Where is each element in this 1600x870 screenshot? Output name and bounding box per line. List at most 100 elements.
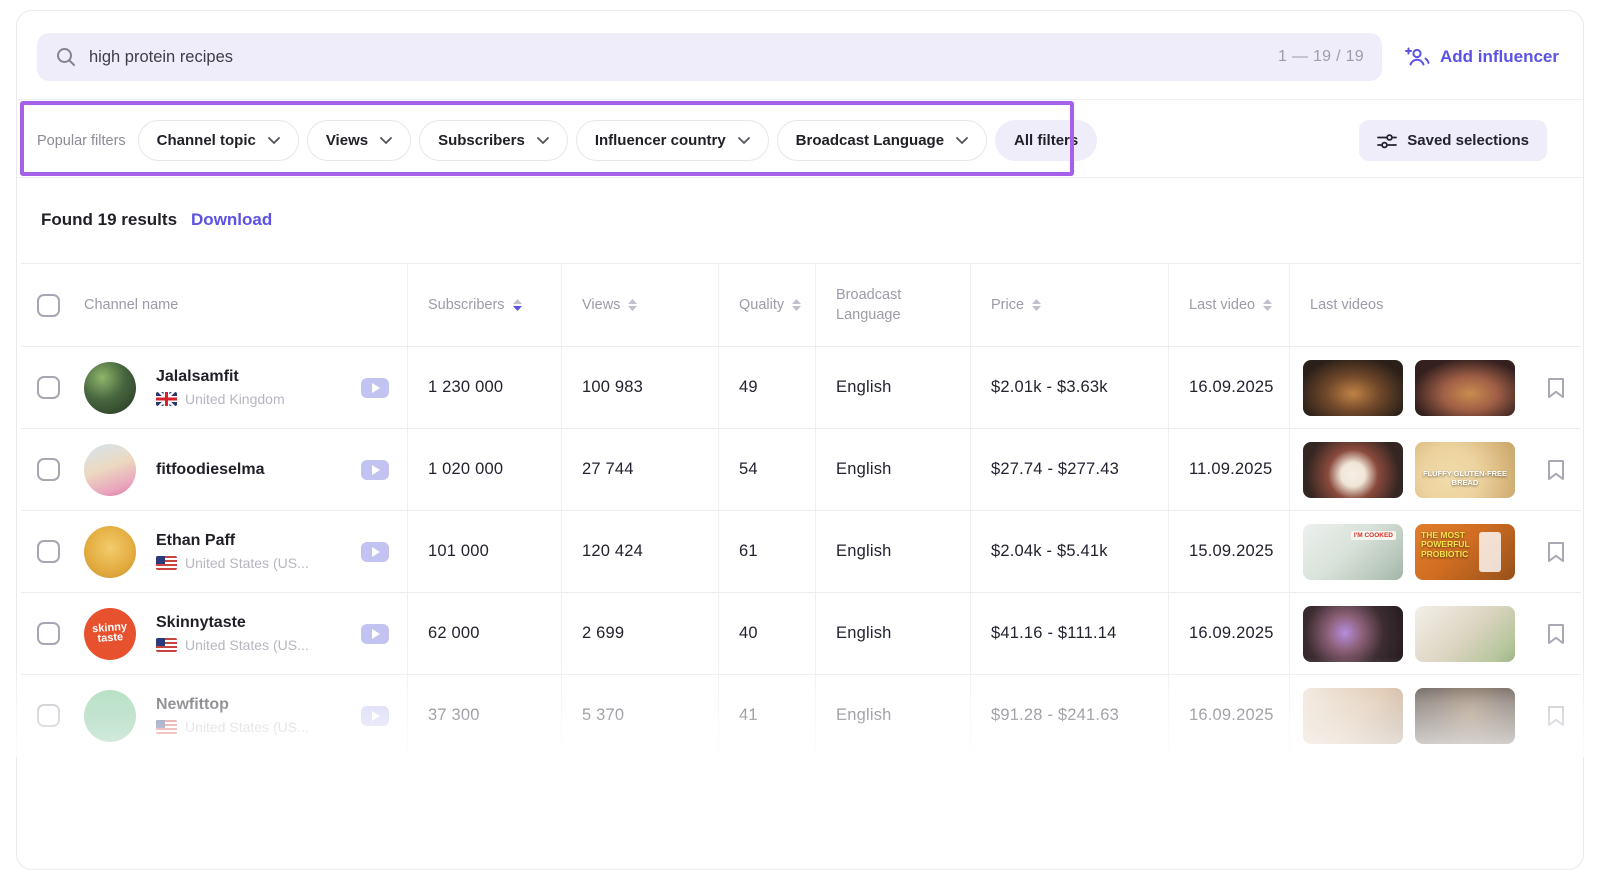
video-thumbnail[interactable]: I'M COOKED xyxy=(1303,524,1403,580)
video-thumbnail[interactable] xyxy=(1303,606,1403,662)
table-row: Newfittop United States (US... 37 300 5 … xyxy=(21,674,1581,756)
row-checkbox[interactable] xyxy=(37,622,60,645)
channel-avatar[interactable] xyxy=(84,690,136,742)
channel-avatar[interactable] xyxy=(84,362,136,414)
video-thumbnail[interactable] xyxy=(1303,688,1403,744)
header-subscribers[interactable]: Subscribers xyxy=(407,264,561,346)
header-price[interactable]: Price xyxy=(970,264,1168,346)
sort-icon-quality[interactable] xyxy=(792,299,801,311)
price-value: $27.74 - $277.43 xyxy=(970,429,1168,510)
filterbar-divider xyxy=(17,177,1583,178)
channel-avatar[interactable]: skinny taste xyxy=(84,608,136,660)
sort-icon-subscribers[interactable] xyxy=(513,299,522,311)
country-flag-icon xyxy=(156,638,177,652)
download-link[interactable]: Download xyxy=(191,210,272,230)
quality-value: 61 xyxy=(718,511,815,592)
add-influencer-button[interactable]: Add influencer xyxy=(1404,46,1559,68)
search-input[interactable] xyxy=(89,48,1266,67)
filter-views[interactable]: Views xyxy=(307,120,411,161)
found-results-label: Found 19 results xyxy=(41,210,177,230)
price-value: $2.04k - $5.41k xyxy=(970,511,1168,592)
filter-subscribers[interactable]: Subscribers xyxy=(419,120,568,161)
video-thumbnail[interactable] xyxy=(1303,360,1403,416)
influencer-analytics-panel: 1 — 19 / 19 Add influencer Popular filte… xyxy=(16,10,1584,870)
sort-icon-price[interactable] xyxy=(1032,299,1041,311)
filter-influencer-country[interactable]: Influencer country xyxy=(576,120,769,161)
header-channel-name: Channel name xyxy=(84,295,178,315)
filter-channel-topic[interactable]: Channel topic xyxy=(138,120,299,161)
bookmark-icon[interactable] xyxy=(1547,623,1565,645)
sort-icon-views[interactable] xyxy=(628,299,637,311)
price-value: $41.16 - $111.14 xyxy=(970,593,1168,674)
youtube-play-icon[interactable] xyxy=(361,542,389,562)
country-flag-icon xyxy=(156,720,177,734)
row-checkbox[interactable] xyxy=(37,376,60,399)
youtube-play-icon[interactable] xyxy=(361,624,389,644)
select-all-checkbox[interactable] xyxy=(37,294,60,317)
top-search-bar: 1 — 19 / 19 Add influencer xyxy=(37,33,1559,81)
channel-avatar[interactable] xyxy=(84,444,136,496)
all-filters-label: All filters xyxy=(1014,132,1078,149)
last-video-date: 15.09.2025 xyxy=(1168,511,1289,592)
row-checkbox[interactable] xyxy=(37,704,60,727)
country-flag-icon xyxy=(156,392,177,406)
video-thumbnail[interactable]: FLUFFY GLUTEN-FREE BREAD xyxy=(1415,442,1515,498)
row-checkbox[interactable] xyxy=(37,458,60,481)
channel-avatar[interactable] xyxy=(84,526,136,578)
channel-name[interactable]: Skinnytaste xyxy=(156,614,349,632)
quality-value: 41 xyxy=(718,675,815,756)
bookmark-icon[interactable] xyxy=(1547,705,1565,727)
channel-name[interactable]: Newfittop xyxy=(156,696,349,714)
header-views[interactable]: Views xyxy=(561,264,718,346)
add-person-icon xyxy=(1404,46,1430,68)
video-thumbnail[interactable] xyxy=(1415,606,1515,662)
video-thumbnail[interactable]: THE MOST POWERFUL PROBIOTIC xyxy=(1415,524,1515,580)
price-value: $91.28 - $241.63 xyxy=(970,675,1168,756)
all-filters-button[interactable]: All filters xyxy=(995,120,1097,161)
header-last-video[interactable]: Last video xyxy=(1168,264,1289,346)
row-checkbox[interactable] xyxy=(37,540,60,563)
quality-value: 40 xyxy=(718,593,815,674)
quality-value: 49 xyxy=(718,347,815,428)
youtube-play-icon[interactable] xyxy=(361,706,389,726)
views-value: 100 983 xyxy=(561,347,718,428)
subscribers-value: 62 000 xyxy=(407,593,561,674)
chevron-down-icon xyxy=(956,137,968,144)
results-summary: Found 19 results Download xyxy=(41,210,272,230)
channel-name[interactable]: Jalalsamfit xyxy=(156,368,349,386)
youtube-play-icon[interactable] xyxy=(361,460,389,480)
views-value: 27 744 xyxy=(561,429,718,510)
results-range: 1 — 19 / 19 xyxy=(1278,48,1364,66)
quality-value: 54 xyxy=(718,429,815,510)
header-quality[interactable]: Quality xyxy=(718,264,815,346)
subscribers-value: 101 000 xyxy=(407,511,561,592)
table-row: Jalalsamfit United Kingdom 1 230 000 100… xyxy=(21,346,1581,428)
bookmark-icon[interactable] xyxy=(1547,377,1565,399)
video-thumbnail[interactable] xyxy=(1303,442,1403,498)
filter-broadcast-language[interactable]: Broadcast Language xyxy=(777,120,987,161)
views-value: 120 424 xyxy=(561,511,718,592)
language-value: English xyxy=(815,429,970,510)
filter-bar: Popular filters Channel topic Views Subs… xyxy=(37,120,1547,161)
channel-name[interactable]: fitfoodieselma xyxy=(156,461,349,479)
sort-icon-last-video[interactable] xyxy=(1263,299,1272,311)
last-video-date: 16.09.2025 xyxy=(1168,347,1289,428)
saved-selections-button[interactable]: Saved selections xyxy=(1359,120,1547,161)
channel-name[interactable]: Ethan Paff xyxy=(156,532,349,550)
youtube-play-icon[interactable] xyxy=(361,378,389,398)
header-last-videos: Last videos xyxy=(1289,264,1531,346)
video-thumbnail[interactable] xyxy=(1415,688,1515,744)
price-value: $2.01k - $3.63k xyxy=(970,347,1168,428)
search-box[interactable]: 1 — 19 / 19 xyxy=(37,33,1382,81)
table-row: Ethan Paff United States (US... 101 000 … xyxy=(21,510,1581,592)
video-thumbnail[interactable] xyxy=(1415,360,1515,416)
table-header-row: Channel name Subscribers Views Quality xyxy=(21,263,1581,346)
filter-label: Views xyxy=(326,132,368,149)
channel-country: United States (US... xyxy=(156,637,349,653)
chevron-down-icon xyxy=(268,137,280,144)
language-value: English xyxy=(815,675,970,756)
bookmark-icon[interactable] xyxy=(1547,459,1565,481)
header-broadcast-language: Broadcast Language xyxy=(815,264,970,346)
chevron-down-icon xyxy=(738,137,750,144)
bookmark-icon[interactable] xyxy=(1547,541,1565,563)
